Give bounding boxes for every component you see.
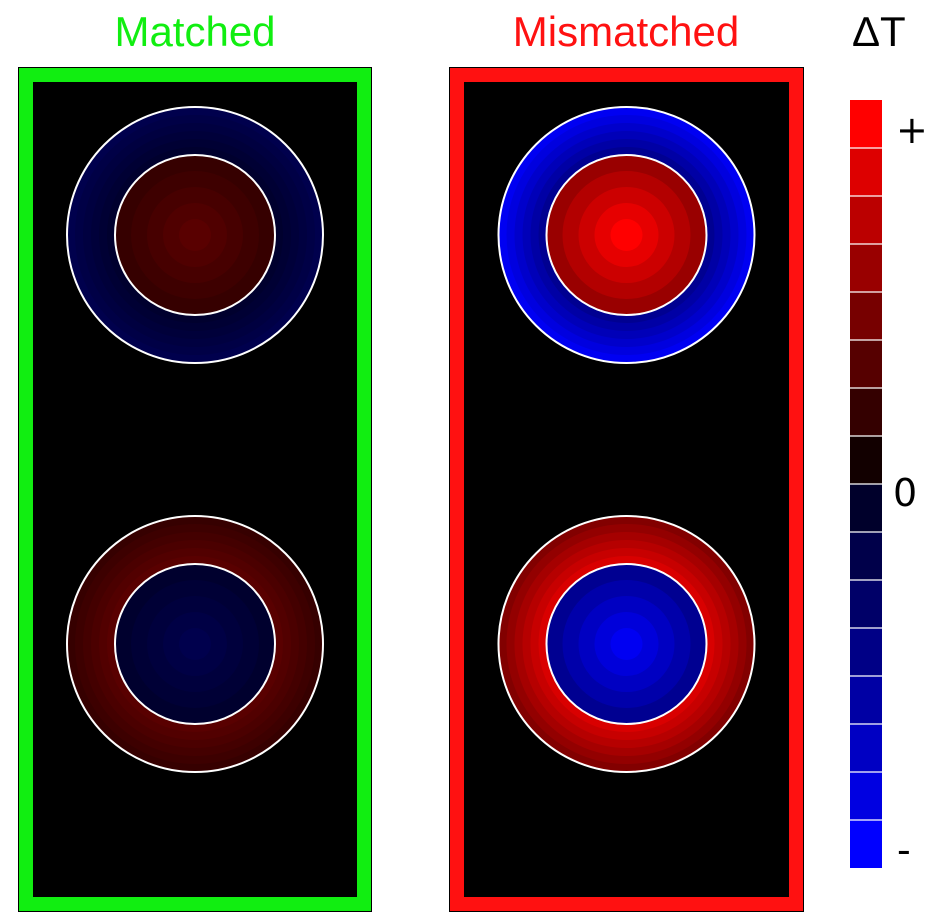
colorbar-segment — [850, 148, 882, 196]
temperature-band — [610, 628, 643, 660]
colorbar-segment — [850, 196, 882, 244]
colorbar-title: ΔT — [852, 8, 906, 55]
outer-ring-outline — [66, 106, 324, 364]
colorbar-segment — [850, 340, 882, 388]
colorbar-segment — [850, 388, 882, 436]
inner-ring-outline — [114, 154, 276, 316]
colorbar-segment — [850, 244, 882, 292]
matched-title: Matched — [114, 8, 276, 55]
colorbar-label-minus: - — [897, 828, 911, 872]
outer-ring-outline — [66, 515, 324, 773]
colorbar-segment — [850, 676, 882, 724]
colorbar-segment — [850, 772, 882, 820]
colorbar-segment — [850, 100, 882, 148]
temperature-band — [179, 628, 211, 660]
colorbar — [850, 100, 882, 868]
colorbar-segment — [850, 532, 882, 580]
colorbar-segment — [850, 724, 882, 772]
matched-panel-canvas — [19, 68, 371, 911]
temperature-band — [610, 219, 643, 251]
mismatched-panel-canvas — [450, 68, 803, 911]
colorbar-segment — [850, 436, 882, 484]
colorbar-label-zero: 0 — [893, 471, 918, 515]
colorbar-label-plus: + — [896, 108, 928, 152]
colorbar-segment — [850, 292, 882, 340]
temperature-band — [179, 219, 211, 251]
colorbar-segment — [850, 580, 882, 628]
colorbar-segment — [850, 484, 882, 532]
inner-ring-outline — [114, 563, 276, 725]
outer-ring-outline — [497, 515, 756, 773]
outer-ring-outline — [497, 106, 756, 364]
matched-panel — [18, 67, 372, 912]
mismatched-title: Mismatched — [512, 8, 740, 55]
colorbar-segment — [850, 628, 882, 676]
colorbar-segment — [850, 820, 882, 868]
inner-ring-outline — [545, 154, 708, 316]
mismatched-panel — [449, 67, 804, 912]
inner-ring-outline — [545, 563, 708, 725]
